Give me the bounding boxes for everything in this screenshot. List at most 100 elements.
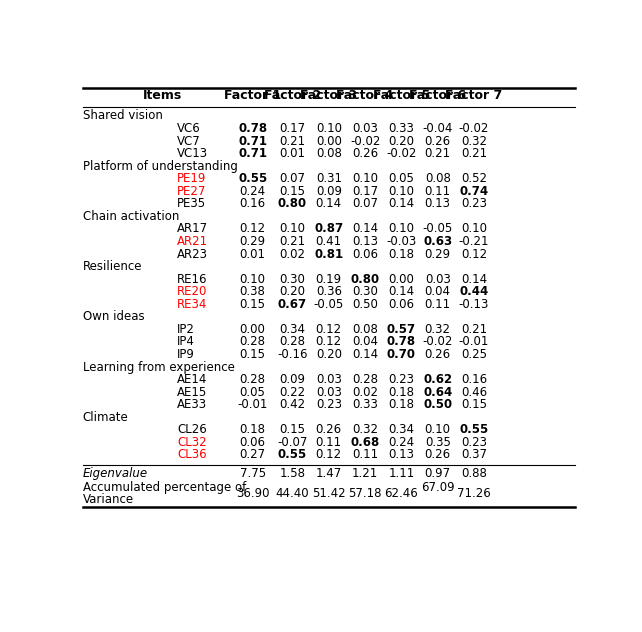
Text: 0.18: 0.18: [239, 423, 266, 436]
Text: 7.75: 7.75: [239, 467, 266, 480]
Text: 0.12: 0.12: [316, 449, 342, 461]
Text: -0.02: -0.02: [350, 135, 380, 147]
Text: IP2: IP2: [177, 323, 195, 336]
Text: 0.78: 0.78: [387, 336, 416, 348]
Text: AR23: AR23: [177, 248, 208, 260]
Text: 0.11: 0.11: [424, 185, 451, 198]
Text: 0.62: 0.62: [423, 373, 453, 386]
Text: PE19: PE19: [177, 172, 207, 185]
Text: 71.26: 71.26: [457, 487, 491, 500]
Text: 0.31: 0.31: [316, 172, 342, 185]
Text: 0.19: 0.19: [316, 272, 342, 286]
Text: 0.14: 0.14: [352, 222, 378, 235]
Text: 0.15: 0.15: [239, 298, 266, 311]
Text: 0.10: 0.10: [352, 172, 378, 185]
Text: -0.02: -0.02: [422, 336, 453, 348]
Text: 0.14: 0.14: [316, 197, 342, 210]
Text: RE16: RE16: [177, 272, 208, 286]
Text: 0.10: 0.10: [461, 222, 487, 235]
Text: 0.57: 0.57: [387, 323, 416, 336]
Text: 0.55: 0.55: [460, 423, 489, 436]
Text: 0.42: 0.42: [279, 398, 306, 411]
Text: 62.46: 62.46: [385, 487, 419, 500]
Text: PE35: PE35: [177, 197, 206, 210]
Text: 0.46: 0.46: [461, 386, 487, 399]
Text: 0.24: 0.24: [388, 436, 415, 449]
Text: 0.33: 0.33: [388, 122, 414, 135]
Text: Resilience: Resilience: [83, 260, 143, 273]
Text: 0.04: 0.04: [352, 336, 378, 348]
Text: 0.80: 0.80: [278, 197, 307, 210]
Text: 0.06: 0.06: [239, 436, 266, 449]
Text: 0.88: 0.88: [461, 467, 487, 480]
Text: 0.10: 0.10: [279, 222, 306, 235]
Text: 44.40: 44.40: [275, 487, 309, 500]
Text: CL26: CL26: [177, 423, 207, 436]
Text: 0.30: 0.30: [352, 285, 378, 298]
Text: 0.01: 0.01: [239, 248, 266, 260]
Text: -0.07: -0.07: [277, 436, 308, 449]
Text: 0.32: 0.32: [425, 323, 451, 336]
Text: 0.28: 0.28: [279, 336, 306, 348]
Text: 0.35: 0.35: [425, 436, 451, 449]
Text: RE34: RE34: [177, 298, 207, 311]
Text: 0.34: 0.34: [388, 423, 415, 436]
Text: -0.02: -0.02: [459, 122, 489, 135]
Text: 0.09: 0.09: [316, 185, 342, 198]
Text: 0.26: 0.26: [424, 449, 451, 461]
Text: 0.20: 0.20: [388, 135, 415, 147]
Text: 0.05: 0.05: [388, 172, 414, 185]
Text: Factor 3: Factor 3: [300, 90, 358, 102]
Text: 0.23: 0.23: [388, 373, 415, 386]
Text: 0.22: 0.22: [279, 386, 306, 399]
Text: -0.16: -0.16: [277, 348, 308, 361]
Text: 0.25: 0.25: [461, 348, 487, 361]
Text: 0.20: 0.20: [316, 348, 342, 361]
Text: 0.10: 0.10: [239, 272, 266, 286]
Text: 0.87: 0.87: [314, 222, 343, 235]
Text: 0.04: 0.04: [425, 285, 451, 298]
Text: -0.01: -0.01: [238, 398, 268, 411]
Text: 0.26: 0.26: [352, 147, 378, 160]
Text: 57.18: 57.18: [349, 487, 382, 500]
Text: 0.28: 0.28: [239, 373, 266, 386]
Text: 0.18: 0.18: [388, 398, 415, 411]
Text: 0.07: 0.07: [279, 172, 306, 185]
Text: 0.16: 0.16: [461, 373, 487, 386]
Text: CL32: CL32: [177, 436, 207, 449]
Text: 0.03: 0.03: [352, 122, 378, 135]
Text: Eigenvalue: Eigenvalue: [83, 467, 148, 480]
Text: VC13: VC13: [177, 147, 209, 160]
Text: 0.78: 0.78: [238, 122, 267, 135]
Text: AR21: AR21: [177, 235, 209, 248]
Text: Items: Items: [143, 90, 182, 102]
Text: Factor 5: Factor 5: [373, 90, 430, 102]
Text: 0.23: 0.23: [461, 197, 487, 210]
Text: 0.30: 0.30: [279, 272, 306, 286]
Text: 0.23: 0.23: [461, 436, 487, 449]
Text: 0.50: 0.50: [423, 398, 453, 411]
Text: 0.00: 0.00: [316, 135, 342, 147]
Text: Variance: Variance: [83, 494, 134, 506]
Text: 0.29: 0.29: [424, 248, 451, 260]
Text: 0.13: 0.13: [352, 235, 378, 248]
Text: 0.11: 0.11: [424, 298, 451, 311]
Text: 0.26: 0.26: [316, 423, 342, 436]
Text: 1.47: 1.47: [316, 467, 342, 480]
Text: 0.11: 0.11: [316, 436, 342, 449]
Text: 0.81: 0.81: [314, 248, 343, 260]
Text: 0.14: 0.14: [388, 197, 415, 210]
Text: 0.32: 0.32: [461, 135, 487, 147]
Text: 0.15: 0.15: [461, 398, 487, 411]
Text: Factor 7: Factor 7: [446, 90, 503, 102]
Text: 0.67: 0.67: [278, 298, 307, 311]
Text: 0.63: 0.63: [423, 235, 453, 248]
Text: 0.24: 0.24: [239, 185, 266, 198]
Text: 0.02: 0.02: [279, 248, 306, 260]
Text: -0.05: -0.05: [422, 222, 453, 235]
Text: 0.13: 0.13: [388, 449, 415, 461]
Text: 0.27: 0.27: [239, 449, 266, 461]
Text: Chain activation: Chain activation: [83, 210, 179, 223]
Text: AE33: AE33: [177, 398, 207, 411]
Text: 0.08: 0.08: [352, 323, 378, 336]
